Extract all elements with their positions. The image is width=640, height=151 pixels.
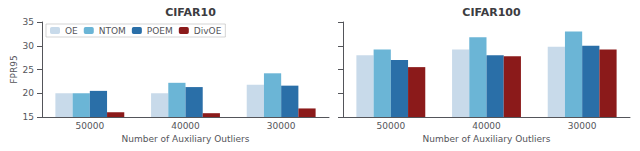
- svg-text:25: 25: [23, 65, 34, 75]
- svg-text:CIFAR100: CIFAR100: [462, 6, 521, 19]
- svg-text:50000: 50000: [76, 121, 105, 131]
- svg-text:POEM: POEM: [147, 26, 173, 36]
- svg-text:30000: 30000: [267, 121, 296, 131]
- svg-text:DivOE: DivOE: [194, 26, 222, 36]
- svg-text:40000: 40000: [472, 121, 501, 131]
- svg-text:15: 15: [23, 112, 34, 122]
- svg-text:FPR95: FPR95: [9, 55, 19, 83]
- svg-text:NTOM: NTOM: [99, 26, 126, 36]
- svg-text:30: 30: [23, 41, 35, 51]
- svg-text:Number of Auxiliary Outliers: Number of Auxiliary Outliers: [122, 134, 250, 144]
- svg-text:35: 35: [23, 17, 34, 27]
- svg-text:CIFAR10: CIFAR10: [165, 6, 216, 19]
- svg-text:40000: 40000: [171, 121, 200, 131]
- svg-text:20: 20: [23, 88, 35, 98]
- svg-text:Number of Auxiliary Outliers: Number of Auxiliary Outliers: [423, 134, 551, 144]
- svg-text:30000: 30000: [568, 121, 597, 131]
- svg-text:OE: OE: [65, 26, 78, 36]
- svg-text:50000: 50000: [377, 121, 406, 131]
